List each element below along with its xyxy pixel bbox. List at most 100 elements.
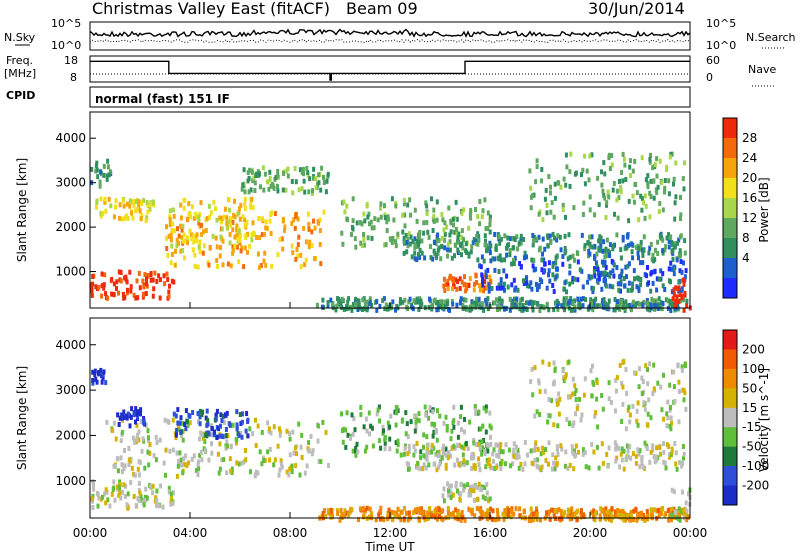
colorbar-frame xyxy=(722,329,738,506)
colorbar-tick-label: 50 xyxy=(742,381,757,395)
data-cell xyxy=(135,436,139,442)
data-cell xyxy=(680,295,684,301)
data-cell xyxy=(564,182,568,188)
data-cell xyxy=(354,304,358,310)
data-cell xyxy=(642,400,646,406)
colorbar-swatch xyxy=(723,178,737,199)
data-cell xyxy=(251,205,255,211)
data-cell xyxy=(599,270,603,276)
data-cell xyxy=(470,244,474,250)
data-cell xyxy=(680,364,684,370)
data-cell xyxy=(472,304,475,310)
data-cell xyxy=(561,261,565,267)
data-cell xyxy=(220,226,224,232)
data-cell xyxy=(343,513,347,519)
cpid-value: normal (fast) 151 IF xyxy=(95,92,230,106)
data-cell xyxy=(253,473,257,479)
data-cell xyxy=(312,218,315,224)
data-cell xyxy=(550,466,554,472)
data-cell xyxy=(428,405,432,411)
data-cell xyxy=(484,269,488,275)
data-cell xyxy=(145,200,149,205)
data-cell xyxy=(559,184,563,190)
data-cell xyxy=(498,253,502,259)
data-cell xyxy=(481,494,485,500)
data-cell xyxy=(406,466,410,472)
data-cell xyxy=(600,259,604,265)
data-cell xyxy=(235,409,239,415)
data-cell xyxy=(112,214,116,220)
data-cell xyxy=(554,260,558,266)
data-cell xyxy=(276,188,280,194)
data-cell xyxy=(526,283,529,289)
data-cell xyxy=(584,464,588,470)
data-cell xyxy=(113,497,117,503)
data-cell xyxy=(462,237,465,243)
data-cell xyxy=(609,512,613,517)
time-tick-label: 08:00 xyxy=(273,526,308,540)
data-cell xyxy=(573,171,577,177)
data-cell xyxy=(459,242,462,248)
data-cell xyxy=(661,271,665,277)
data-cell xyxy=(457,461,461,467)
data-cell xyxy=(407,448,411,454)
data-cell xyxy=(119,278,123,284)
data-cell xyxy=(454,507,458,513)
data-cell xyxy=(119,495,123,501)
data-cell xyxy=(197,244,201,250)
data-cell xyxy=(468,304,472,310)
data-cell xyxy=(138,208,142,214)
data-cell xyxy=(629,455,633,461)
data-cell xyxy=(541,217,545,223)
data-cell xyxy=(142,284,146,290)
data-cell xyxy=(320,165,324,171)
data-cell xyxy=(321,419,325,425)
data-cell xyxy=(443,299,447,305)
data-cell xyxy=(535,516,539,522)
data-cell xyxy=(172,411,176,417)
data-cell xyxy=(368,431,372,437)
data-cell xyxy=(462,297,466,303)
data-cell xyxy=(506,512,510,518)
data-cell xyxy=(228,240,232,246)
data-cell xyxy=(581,212,585,217)
data-cell xyxy=(168,217,172,223)
data-cell xyxy=(376,407,380,413)
data-cell xyxy=(283,224,287,230)
data-cell xyxy=(524,300,528,306)
data-cell xyxy=(521,303,525,308)
data-cell xyxy=(408,296,412,302)
data-cell xyxy=(568,281,572,287)
data-cell xyxy=(199,449,203,455)
data-cell xyxy=(449,483,453,489)
data-cell xyxy=(131,215,135,221)
data-cell xyxy=(207,262,211,268)
colorbar-tick-label: 12 xyxy=(742,211,757,225)
data-cell xyxy=(290,469,294,474)
data-cell xyxy=(682,507,685,513)
data-cell xyxy=(151,277,155,283)
data-cell xyxy=(231,227,235,233)
data-cell xyxy=(483,197,487,203)
data-cell xyxy=(634,182,638,187)
data-cell xyxy=(583,376,587,382)
data-cell xyxy=(541,359,545,365)
data-cell xyxy=(122,203,126,209)
data-cell xyxy=(361,514,365,520)
data-cell xyxy=(398,300,402,306)
data-cell xyxy=(443,304,447,310)
data-cell xyxy=(385,219,389,225)
data-cell xyxy=(531,263,535,269)
data-cell xyxy=(480,272,484,278)
data-cell xyxy=(496,307,499,312)
data-cell xyxy=(345,203,349,209)
data-cell xyxy=(484,429,488,435)
data-cell xyxy=(179,248,183,254)
data-cell xyxy=(459,414,463,420)
data-cell xyxy=(446,481,450,487)
data-cell xyxy=(316,423,320,429)
data-cell xyxy=(405,240,409,245)
data-cell xyxy=(554,455,558,461)
data-cell xyxy=(167,489,171,495)
data-cell xyxy=(146,203,150,208)
